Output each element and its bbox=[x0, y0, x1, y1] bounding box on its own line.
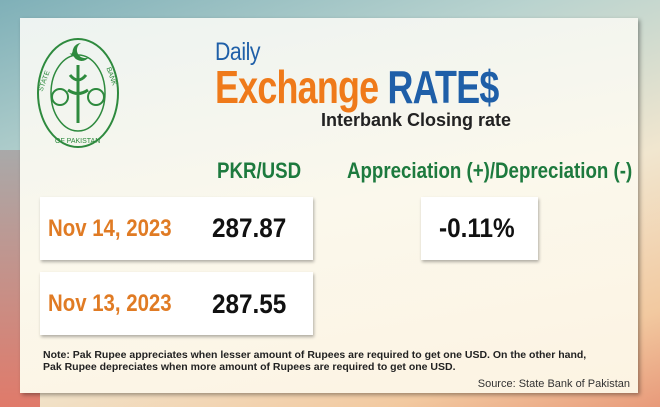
rate-row: Nov 14, 2023 287.87 bbox=[40, 197, 313, 260]
change-column-header: Appreciation (+)/Depreciation (-) bbox=[347, 158, 633, 183]
svg-text:BANK: BANK bbox=[104, 66, 117, 87]
source-text: Source: State Bank of Pakistan bbox=[477, 378, 630, 390]
rate-row: Nov 13, 2023 287.55 bbox=[40, 272, 313, 335]
rate-value: 287.87 bbox=[212, 213, 287, 243]
svg-text:★: ★ bbox=[69, 50, 76, 59]
change-value: -0.11% bbox=[439, 213, 515, 243]
svg-text:OF PAKISTAN: OF PAKISTAN bbox=[55, 138, 100, 145]
title-rates: RATE$ bbox=[387, 61, 499, 113]
subtitle: Interbank Closing rate bbox=[321, 110, 512, 130]
daily-label: Daily bbox=[215, 38, 261, 66]
rate-date: Nov 14, 2023 bbox=[48, 215, 172, 242]
rate-column-header: PKR/USD bbox=[217, 158, 302, 183]
change-box: -0.11% bbox=[421, 197, 538, 260]
note-text: Note: Pak Rupee appreciates when lesser … bbox=[43, 349, 587, 373]
rate-value: 287.55 bbox=[212, 289, 287, 319]
state-bank-of-pakistan-logo: ★ STATE BANK OF PAKISTAN bbox=[37, 38, 119, 148]
title-exchange: Exchange bbox=[215, 61, 379, 113]
page-title: Exchange RATE$ bbox=[215, 60, 499, 114]
rate-date: Nov 13, 2023 bbox=[48, 290, 172, 317]
